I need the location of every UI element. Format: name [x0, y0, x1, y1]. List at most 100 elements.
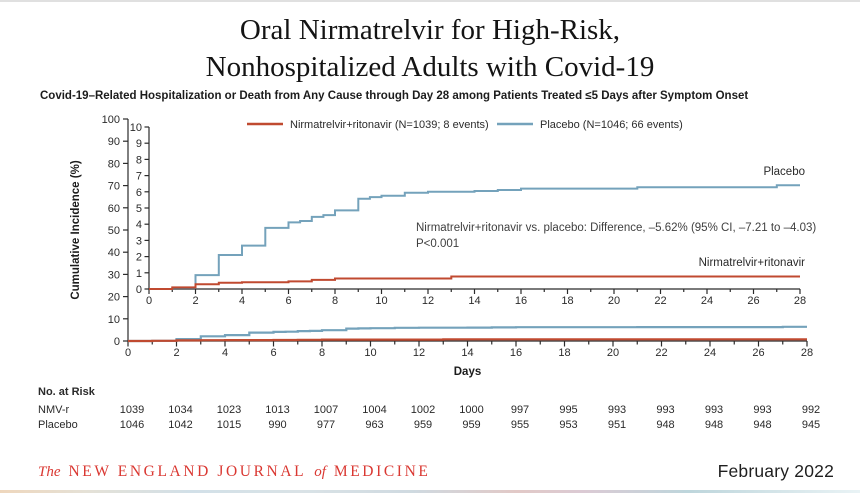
risk-value: 955: [510, 418, 530, 431]
inset-x-tick-label: 0: [146, 295, 152, 307]
risk-value: 1007: [313, 404, 339, 416]
inset-y-axis: 0 1 2 3 4 5 6 7 8 9 10: [130, 122, 150, 296]
main-y-tick-label: 70: [108, 181, 120, 193]
main-y-tick-label: 20: [108, 292, 120, 304]
risk-value: 993: [607, 404, 627, 416]
risk-value: 997: [510, 404, 530, 416]
treatment-curve-main: [128, 338, 807, 343]
risk-value: 1004: [362, 404, 387, 416]
placebo-line-label: Placebo: [763, 166, 805, 178]
inset-y-tick-label: 5: [136, 203, 142, 215]
inset-y-tick-label: 2: [136, 252, 142, 264]
inset-y-tick-label: 4: [136, 219, 142, 231]
main-y-tick-label: 80: [108, 158, 120, 170]
risk-value: 948: [753, 418, 772, 431]
inset-y-tick-label: 6: [136, 187, 142, 199]
chart-legend: Nirmatrelvir+ritonavir (N=1039; 8 events…: [247, 119, 683, 131]
risk-value: 990: [268, 418, 287, 431]
main-x-tick-label: 10: [364, 347, 376, 359]
journal-logo-of: of: [314, 464, 326, 480]
risk-value: 977: [316, 418, 336, 431]
main-y-tick-label: 100: [102, 114, 120, 126]
risk-value: 1023: [216, 404, 242, 416]
risk-value: 993: [704, 404, 724, 416]
inset-x-tick-label: 8: [332, 295, 338, 307]
main-y-tick-label: 30: [108, 269, 120, 281]
journal-logo-medicine: MEDICINE: [333, 463, 431, 480]
risk-value: 1034: [168, 404, 193, 416]
main-x-tick-label: 20: [607, 347, 619, 359]
title-line-1: Oral Nirmatrelvir for High-Risk,: [239, 14, 621, 46]
risk-value: 963: [365, 418, 384, 431]
main-x-tick-label: 12: [413, 347, 425, 359]
title-line-2: Nonhospitalized Adults with Covid-19: [205, 51, 655, 83]
risk-value: 959: [413, 418, 433, 431]
risk-value: 951: [607, 418, 627, 431]
risk-value: 992: [801, 404, 821, 416]
inset-x-tick-label: 4: [239, 295, 245, 307]
main-x-tick-label: 6: [270, 347, 276, 359]
inset-x-axis: 0 2 4 6 8 10 12 14 16 18 20 22 24 26 28: [146, 288, 806, 307]
publication-date: February 2022: [717, 461, 834, 481]
main-y-axis: 0 10 20 30 40 50 60 70 80 90 100 Cumulative Inciden…: [70, 114, 129, 348]
risk-value: 1000: [459, 404, 484, 416]
main-y-tick-label: 50: [108, 225, 120, 237]
main-x-tick-label: 18: [558, 347, 570, 359]
risk-value: 1046: [119, 418, 145, 431]
inset-x-tick-label: 18: [561, 295, 573, 307]
main-x-tick-label: 16: [510, 347, 522, 359]
inset-x-tick-label: 26: [747, 295, 759, 307]
inset-x-tick-label: 2: [192, 295, 198, 307]
inset-y-tick-label: 8: [136, 154, 142, 166]
main-x-tick-label: 28: [801, 347, 813, 359]
main-x-tick-label: 4: [222, 347, 228, 359]
risk-value: 1013: [265, 404, 290, 416]
inset-x-tick-label: 24: [701, 295, 713, 307]
risk-value: 1015: [216, 418, 242, 431]
risk-row-label: NMV-r: [38, 404, 70, 416]
risk-table-header: No. at Risk: [38, 386, 95, 398]
main-y-tick-label: 0: [114, 336, 120, 348]
main-x-tick-label: 14: [461, 347, 473, 359]
risk-value: 993: [656, 404, 675, 416]
risk-value: 995: [559, 404, 578, 416]
legend-label: Placebo (N=1046; 66 events): [540, 119, 683, 131]
journal-logo-the: The: [38, 464, 61, 480]
y-axis-title: Cumulative Incidence (%): [70, 160, 82, 299]
page-title: Oral Nirmatrelvir for High-Risk, Nonhosp…: [0, 12, 860, 86]
main-x-tick-label: 26: [752, 347, 764, 359]
main-x-tick-label: 24: [704, 347, 716, 359]
inset-y-tick-label: 9: [136, 138, 142, 150]
inset-x-tick-label: 22: [654, 295, 666, 307]
risk-value: 993: [753, 404, 772, 416]
risk-value: 953: [559, 418, 578, 431]
difference-annotation-line1: Nirmatrelvir+ritonavir vs. placebo: Diff…: [416, 222, 816, 234]
placebo-curve-inset: [149, 184, 800, 290]
placebo-curve-main: [128, 325, 807, 343]
inset-x-tick-label: 28: [794, 295, 806, 307]
risk-value: 948: [656, 418, 675, 431]
inset-x-tick-label: 12: [422, 295, 434, 307]
treatment-line-label: Nirmatrelvir+ritonavir: [699, 257, 806, 269]
risk-row-label: Placebo: [38, 418, 78, 431]
difference-annotation-line2: P<0.001: [416, 238, 459, 250]
inset-x-tick-label: 16: [515, 295, 527, 307]
main-y-tick-label: 10: [108, 314, 120, 326]
inset-y-tick-label: 7: [136, 171, 142, 183]
risk-value: 945: [801, 418, 821, 431]
risk-value: 959: [462, 418, 481, 431]
main-y-tick-label: 60: [108, 203, 120, 215]
inset-y-tick-label: 1: [136, 268, 142, 280]
main-x-tick-label: 8: [319, 347, 325, 359]
inset-x-tick-label: 14: [468, 295, 480, 307]
inset-y-tick-label: 3: [136, 235, 142, 247]
main-y-tick-label: 40: [108, 247, 120, 259]
main-x-tick-label: 2: [173, 347, 179, 359]
main-x-tick-label: 0: [125, 347, 131, 359]
risk-value: 1039: [119, 404, 145, 416]
risk-value: 1002: [410, 404, 436, 416]
inset-y-tick-label: 0: [136, 284, 142, 296]
